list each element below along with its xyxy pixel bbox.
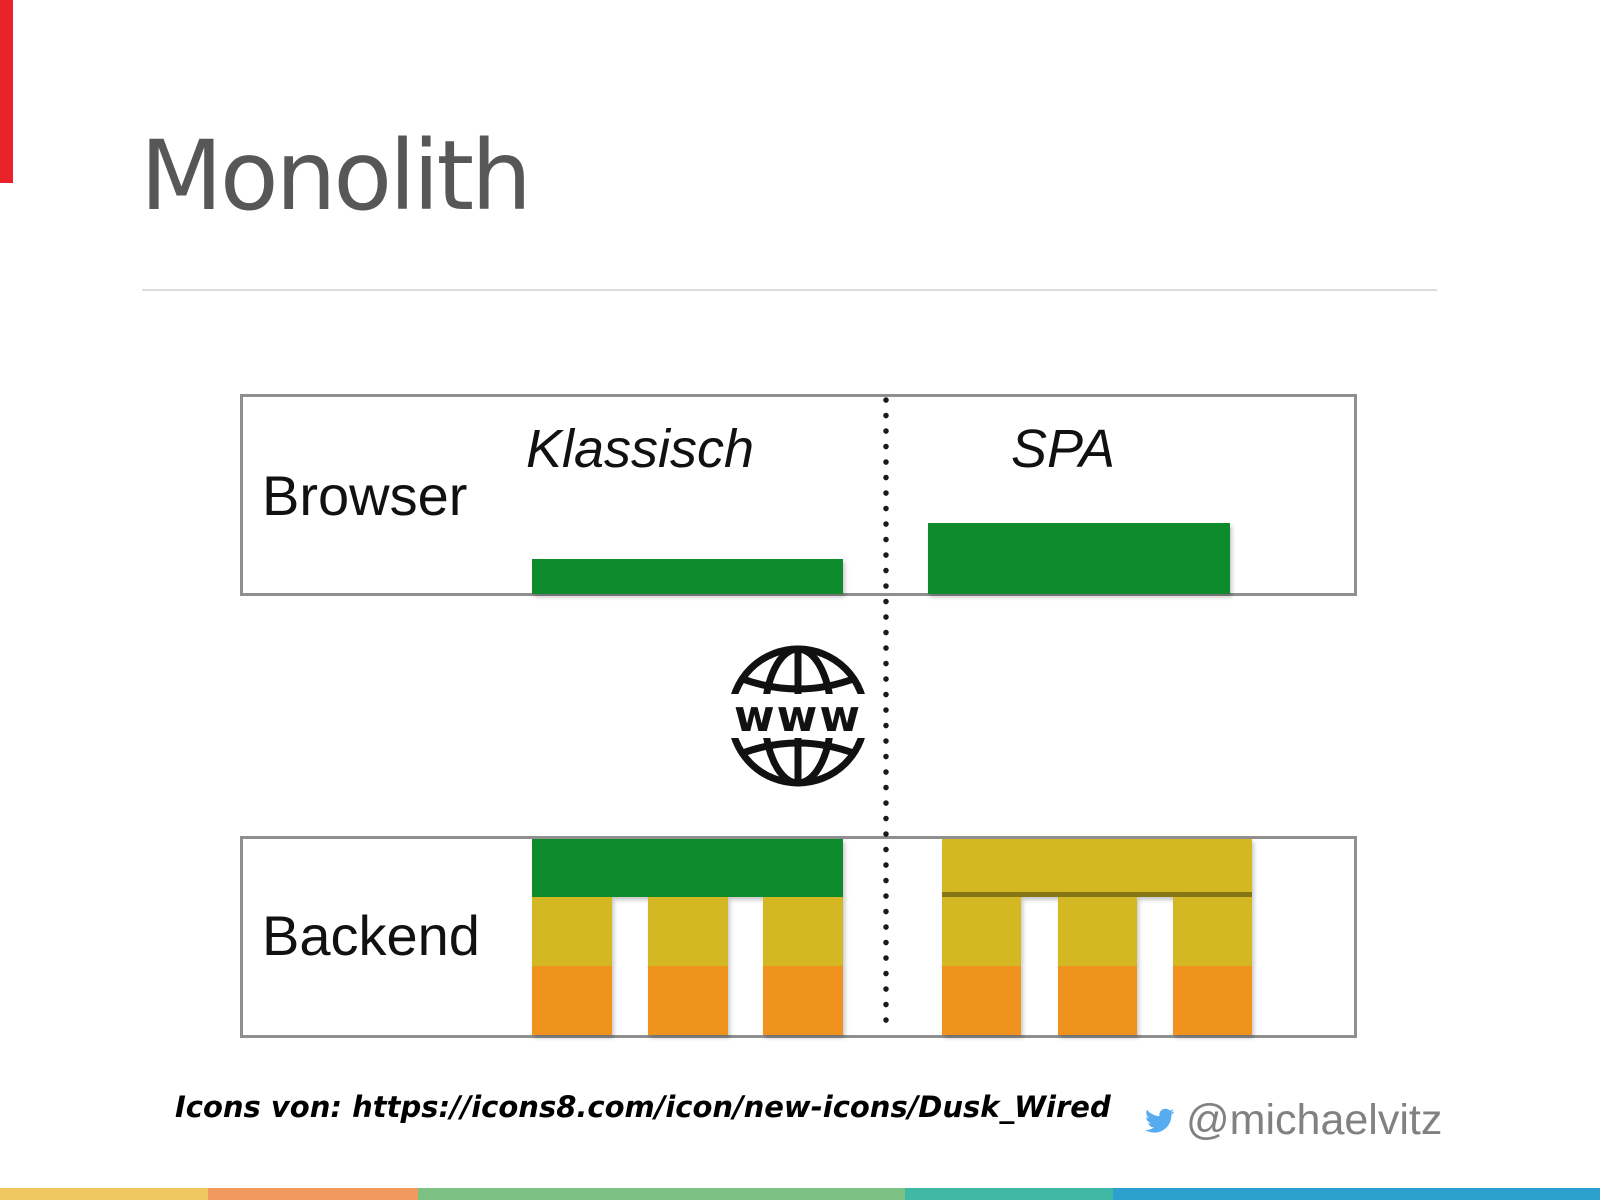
backend-column-klassisch-2: [648, 897, 728, 1035]
column-orange-segment: [942, 966, 1021, 1035]
page-title: Monolith: [140, 120, 532, 232]
backend-bar-klassisch-top: [532, 839, 843, 897]
column-orange-segment: [763, 966, 843, 1035]
column-yellow-segment: [532, 897, 612, 966]
column-yellow-segment: [648, 897, 728, 966]
backend-column-spa-1: [942, 897, 1021, 1035]
stripe-segment-orange: [208, 1188, 418, 1200]
column-orange-segment: [1058, 966, 1137, 1035]
twitter-handle: @michaelvitz: [1186, 1096, 1443, 1144]
column-klassisch-label: Klassisch: [525, 419, 755, 479]
column-yellow-segment: [942, 897, 1021, 966]
backend-column-spa-3: [1173, 897, 1252, 1035]
stripe-segment-green: [418, 1188, 905, 1200]
title-divider: [142, 289, 1437, 291]
column-orange-segment: [648, 966, 728, 1035]
backend-bar-spa-top: [942, 839, 1252, 897]
column-orange-segment: [532, 966, 612, 1035]
column-yellow-segment: [1173, 897, 1252, 966]
browser-bar-klassisch: [532, 559, 843, 594]
twitter-attribution: @michaelvitz: [1140, 1096, 1442, 1145]
globe-www-label: www: [734, 691, 862, 742]
red-accent-bar: [0, 0, 13, 183]
browser-bar-spa: [928, 523, 1230, 594]
stripe-segment-blue: [1113, 1188, 1600, 1200]
column-yellow-segment: [1058, 897, 1137, 966]
stripe-segment-teal: [905, 1188, 1113, 1200]
backend-column-klassisch-1: [532, 897, 612, 1035]
backend-column-spa-2: [1058, 897, 1137, 1035]
twitter-bird-icon: [1145, 1108, 1175, 1133]
column-yellow-segment: [763, 897, 843, 966]
footer-stripe: [0, 1188, 1600, 1200]
backend-column-klassisch-3: [763, 897, 843, 1035]
browser-label: Browser: [262, 464, 468, 527]
column-spa-label: SPA: [1010, 419, 1116, 479]
backend-label: Backend: [262, 904, 480, 967]
column-orange-segment: [1173, 966, 1252, 1035]
www-globe-icon: www: [722, 645, 874, 787]
stripe-segment-yellow: [0, 1188, 208, 1200]
icons-credit-text: Icons von: https://icons8.com/icon/new-i…: [175, 1090, 1111, 1124]
